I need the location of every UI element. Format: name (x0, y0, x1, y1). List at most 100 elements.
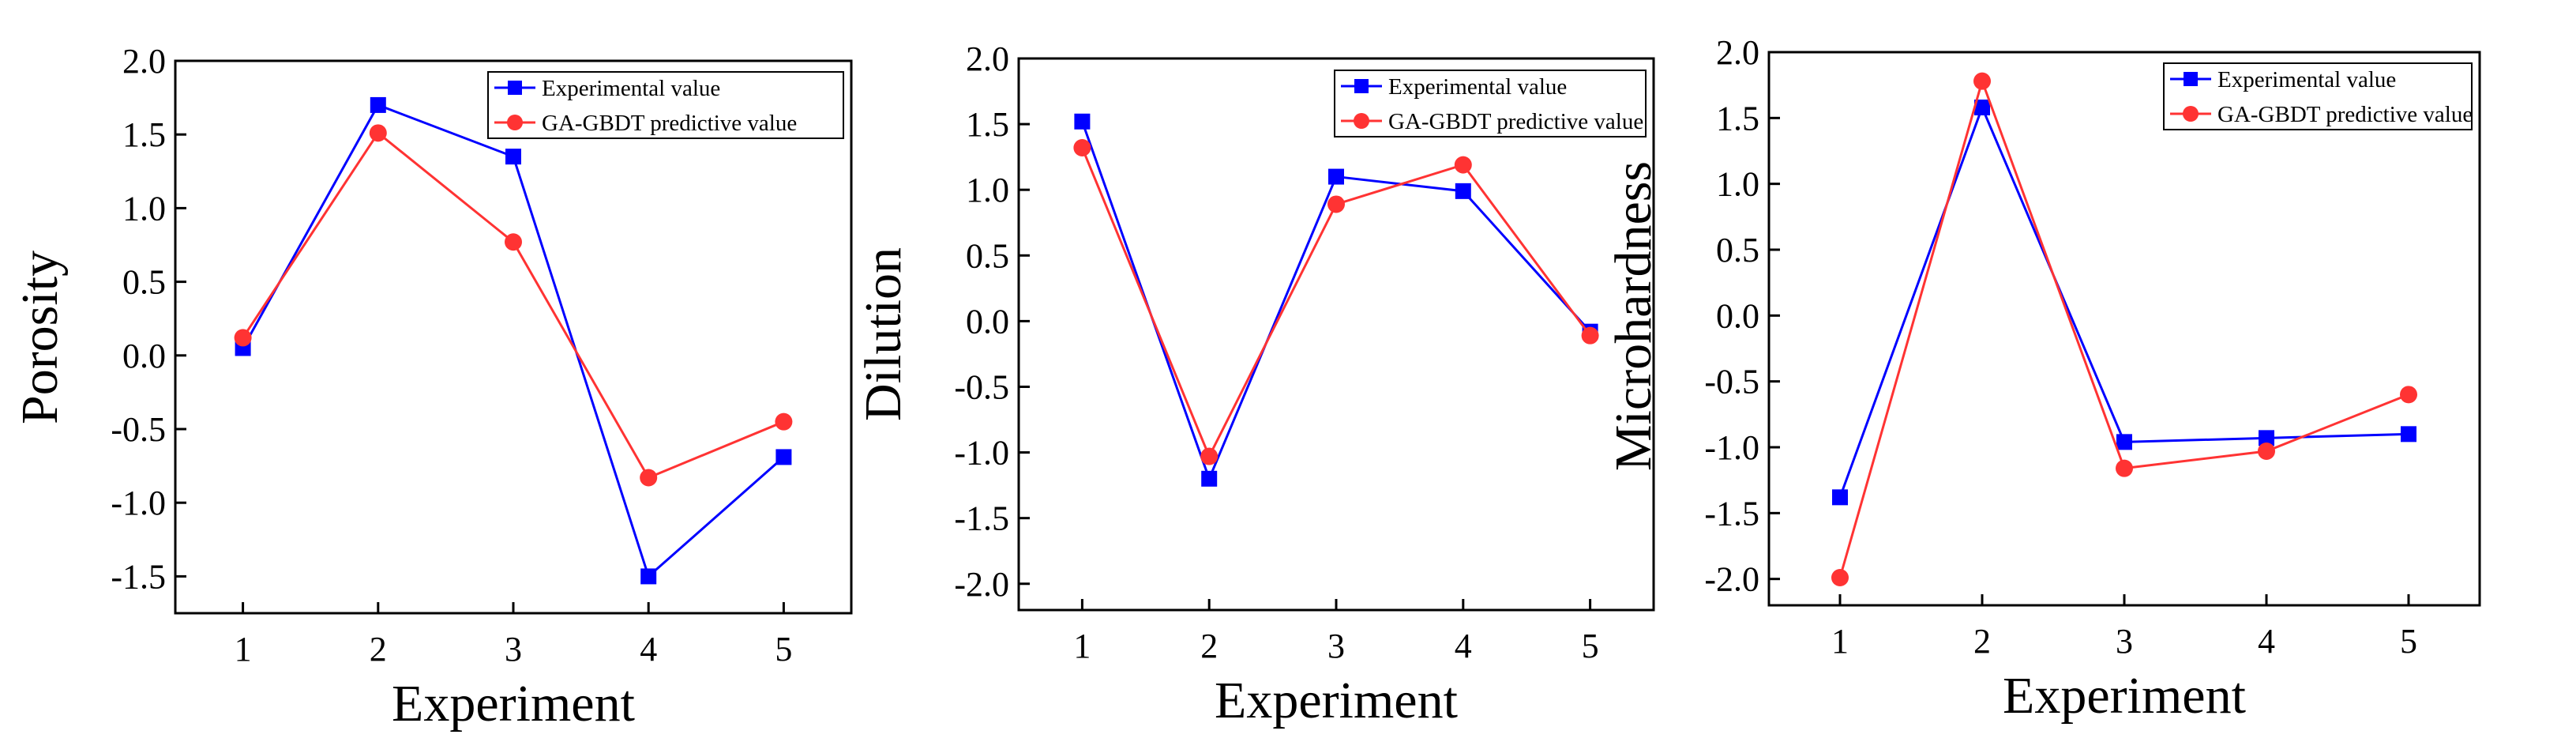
y-tick-label: 0.0 (122, 337, 166, 375)
microhardness-chart: 2.0 1.5 1.0 0.5 0.0 -0.5 -1.0 -1.5 -2.0 1 2 3 4 5 Expe… (1605, 33, 2481, 725)
y-tick-label: -0.5 (111, 410, 166, 449)
data-point-circle (369, 124, 387, 142)
legend-box (1334, 70, 1647, 137)
data-point-square (2259, 430, 2274, 446)
data-point-square (640, 568, 657, 585)
data-point-circle (1327, 195, 1345, 213)
plot-frame (174, 59, 853, 615)
x-tick-label: 3 (505, 630, 522, 669)
data-point-circle (640, 469, 658, 487)
x-tick-label: 3 (1327, 627, 1345, 665)
y-tick-label: -1.0 (111, 484, 166, 522)
legend: Experimental value GA-GBDT predictive val… (487, 71, 844, 139)
data-point-square (775, 449, 792, 465)
x-tick-label: 4 (640, 630, 657, 669)
data-point-circle (1973, 72, 1991, 90)
data-point-square (2116, 434, 2132, 450)
y-tick-label: -1.5 (954, 499, 1009, 538)
legend-marker-circle (2183, 106, 2199, 122)
y-tick-label: -2.0 (954, 565, 1009, 604)
x-axis-title: Experiment (392, 675, 635, 733)
data-point-square (370, 96, 386, 113)
legend-label: Experimental value (2217, 67, 2396, 92)
y-tick-label: 1.5 (1716, 99, 1759, 137)
legend: Experimental value GA-GBDT predictive val… (1334, 70, 1647, 137)
porosity-chart: 2.0 1.5 1.0 0.5 0.0 -0.5 -1.0 -1.5 1 2 3 4 5 Experime… (11, 42, 853, 733)
y-tick-label: -1.5 (1704, 494, 1759, 533)
y-tick-label: 2.0 (1716, 33, 1759, 72)
data-point-circle (1200, 447, 1219, 465)
y-tick-label: -1.5 (111, 557, 166, 596)
data-point-square (505, 149, 521, 165)
x-axis-title: Experiment (1215, 672, 1458, 729)
series-line-predictive (242, 131, 784, 480)
legend-label: Experimental value (542, 76, 720, 101)
legend: Experimental value GA-GBDT predictive val… (2163, 62, 2473, 130)
y-tick-label: 2.0 (122, 42, 166, 81)
series-line-predictive (1081, 147, 1591, 460)
data-point-square (2401, 426, 2416, 443)
plot-frame (1017, 57, 1655, 612)
legend-box (2163, 62, 2473, 130)
y-tick-label: -0.5 (1704, 363, 1759, 401)
legend-label: Experimental value (1388, 74, 1567, 100)
legend-marker-circle (1354, 113, 1369, 129)
y-tick-label: -2.0 (1704, 560, 1759, 599)
y-tick-label: -0.5 (954, 367, 1009, 406)
x-tick-label: 4 (1455, 627, 1472, 665)
y-tick-label: 0.0 (966, 302, 1009, 341)
x-tick-label: 3 (2116, 622, 2133, 661)
x-tick-label: 5 (2400, 622, 2417, 661)
data-point-square (1328, 168, 1344, 185)
data-point-square (1201, 470, 1218, 487)
data-point-square (1974, 100, 1990, 115)
y-axis-title: Porosity (11, 250, 69, 424)
y-tick-label: 0.0 (1716, 296, 1759, 335)
x-tick-label: 4 (2258, 622, 2275, 661)
legend-marker-square (508, 81, 522, 95)
y-tick-label: -1.0 (954, 434, 1009, 473)
y-tick-label: -1.0 (1704, 428, 1759, 467)
data-point-circle (1831, 569, 1849, 586)
legend-box (487, 71, 844, 139)
x-tick-label: 5 (775, 630, 792, 669)
x-tick-label: 1 (235, 630, 252, 669)
y-tick-label: 2.0 (966, 40, 1009, 78)
x-tick-label: 2 (1200, 627, 1218, 665)
data-point-square (1074, 113, 1091, 130)
data-point-circle (2400, 386, 2417, 404)
data-point-circle (2258, 443, 2275, 460)
y-tick-label: 0.5 (966, 236, 1009, 275)
y-tick-label: 1.5 (966, 105, 1009, 144)
legend-marker-square (2184, 72, 2198, 86)
data-point-circle (775, 412, 793, 431)
data-point-circle (2116, 459, 2133, 477)
legend-marker-circle (507, 115, 523, 130)
x-tick-label: 2 (370, 630, 387, 669)
y-tick-label: 1.5 (122, 115, 166, 154)
y-axis-title: Microhardness (1605, 161, 1662, 471)
y-tick-label: 0.5 (1716, 231, 1759, 269)
y-axis-title: Dilution (854, 247, 912, 421)
data-point-circle (1073, 139, 1091, 157)
legend-label: GA-GBDT predictive value (1388, 109, 1643, 134)
legend-label: GA-GBDT predictive value (2217, 102, 2473, 127)
y-tick-label: 1.0 (966, 171, 1009, 209)
data-point-circle (505, 233, 522, 251)
y-tick-label: 1.0 (122, 189, 166, 228)
data-point-circle (1454, 156, 1472, 174)
legend-marker-square (1354, 79, 1369, 93)
x-tick-label: 2 (1973, 622, 1991, 661)
y-tick-label: 0.5 (122, 263, 166, 302)
data-point-circle (234, 329, 252, 347)
data-point-square (1832, 489, 1848, 506)
legend-label: GA-GBDT predictive value (542, 111, 797, 136)
x-axis-title: Experiment (2003, 667, 2246, 725)
series-line-predictive (1838, 77, 2409, 578)
series-line-experimental (242, 104, 785, 579)
data-point-circle (1581, 326, 1599, 345)
y-tick-label: 1.0 (1716, 165, 1759, 204)
x-tick-label: 1 (1831, 622, 1849, 661)
x-tick-label: 1 (1073, 627, 1091, 665)
plot-frame (1767, 51, 2481, 607)
